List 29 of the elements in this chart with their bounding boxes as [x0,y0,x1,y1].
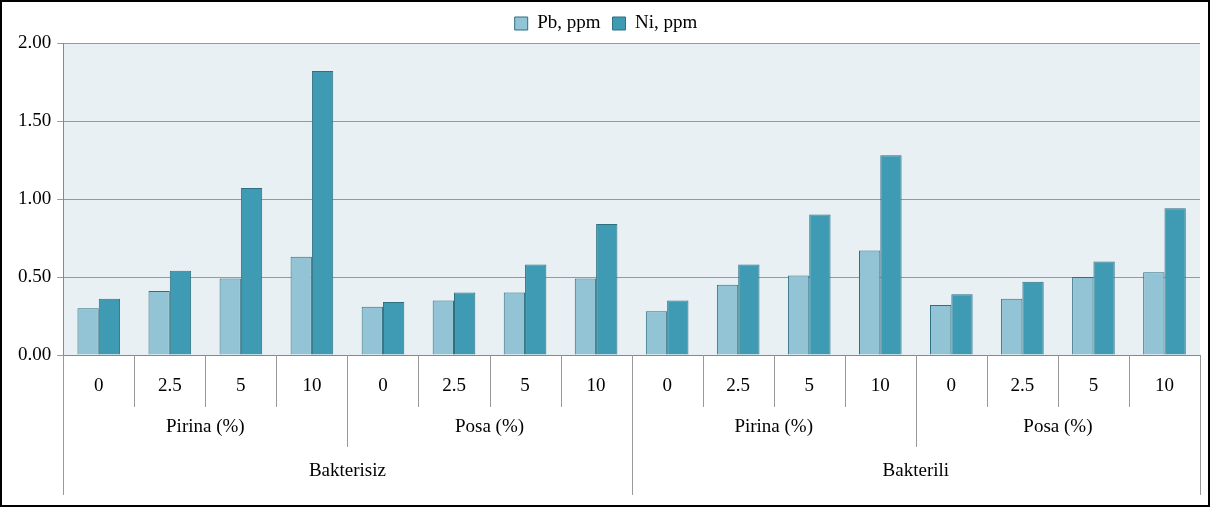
y-tick-label: 1.00 [18,186,52,208]
text: Pirina (%) [166,414,245,437]
text: Bakterili [882,458,950,480]
x-tick-label: 0 [946,374,957,396]
x-tick-label: 10 [1154,374,1174,396]
x-tick-label: 0 [662,374,672,396]
x-tick-label: 10 [302,374,322,396]
y-tick-label: 0.00 [18,342,52,364]
legend-label: Pb, ppm [537,11,601,33]
y-tick-label: 2.00 [18,30,52,52]
x-tick-label: 0 [94,374,104,396]
legend-label: Ni, ppm [635,11,698,33]
x-tick-label: 5 [520,374,530,396]
x-tick-label: 5 [236,374,246,396]
y-tick-label: 1.50 [18,108,52,130]
x-tick-label: 2.5 [442,374,466,396]
x-tick-label: 2.5 [157,374,182,396]
x-tick-label: 2.5 [726,374,751,396]
x-tick-label: 10 [586,374,606,396]
text: Pirina (%) [734,414,814,437]
x-tick-label: 5 [804,374,814,396]
text: Bakterisiz [308,458,386,480]
y-tick-label: 0.50 [18,264,52,286]
text: Posa (%) [454,414,525,437]
x-tick-label: 0 [378,374,388,396]
text: Posa (%) [1023,414,1093,437]
x-tick-label: 5 [1088,374,1099,396]
x-tick-label: 2.5 [1010,374,1035,396]
x-tick-label: 10 [870,374,890,396]
